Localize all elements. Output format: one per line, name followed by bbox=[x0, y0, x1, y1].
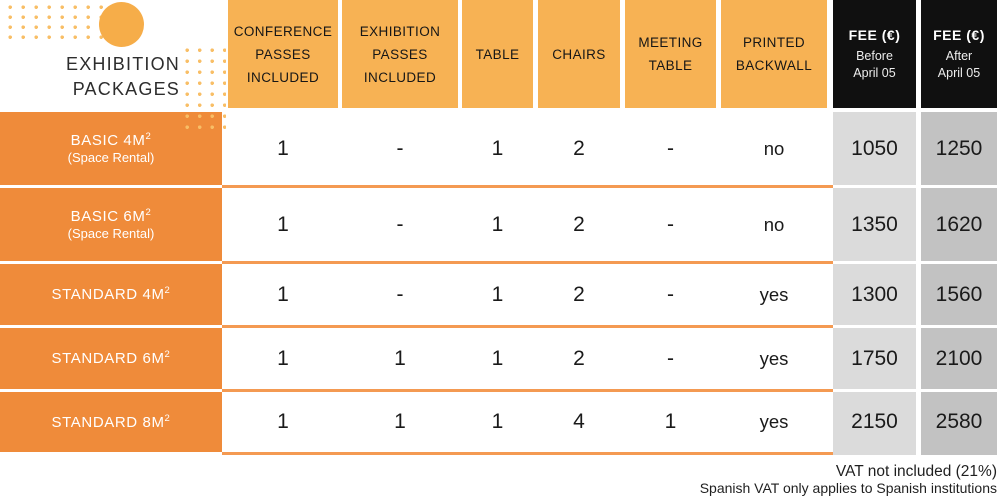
cell-chairs: 4 bbox=[538, 392, 620, 452]
row-separator bbox=[222, 185, 833, 188]
accent-circle bbox=[99, 2, 144, 47]
header-line: PASSES bbox=[372, 46, 428, 62]
package-name: BASIC 6M2 bbox=[70, 207, 152, 225]
column-header-meeting-table: MEETING TABLE bbox=[625, 0, 716, 108]
package-name: STANDARD 4M2 bbox=[51, 285, 171, 303]
cell-fee-before: 1300 bbox=[833, 264, 916, 325]
header-line: PRINTED bbox=[742, 35, 806, 50]
cell-conference-passes: 1 bbox=[228, 112, 338, 185]
table-title: EXHIBITION PACKAGES bbox=[0, 52, 180, 102]
cell-fee-after: 2580 bbox=[921, 392, 997, 452]
header-line: INCLUDED bbox=[246, 69, 320, 85]
fee-period: After bbox=[945, 48, 973, 63]
cell-meeting-table: - bbox=[625, 328, 716, 389]
superscript: 2 bbox=[145, 131, 152, 142]
cell-conference-passes: 1 bbox=[228, 328, 338, 389]
cell-fee-before: 1750 bbox=[833, 328, 916, 389]
row-separator bbox=[222, 261, 833, 264]
cell-exhibition-passes: 1 bbox=[342, 328, 458, 389]
title-line-2: PACKAGES bbox=[72, 79, 180, 99]
cell-chairs: 2 bbox=[538, 188, 620, 261]
cell-fee-after: 2100 bbox=[921, 328, 997, 389]
row-label-standard-6m: STANDARD 6M2 bbox=[0, 328, 222, 389]
cell-conference-passes: 1 bbox=[228, 264, 338, 325]
cell-exhibition-passes: - bbox=[342, 188, 458, 261]
cell-fee-after: 1560 bbox=[921, 264, 997, 325]
cell-fee-after: 1250 bbox=[921, 112, 997, 185]
fee-before-bottom-edge bbox=[833, 452, 916, 455]
row-separator bbox=[222, 325, 833, 328]
table-bottom-separator bbox=[222, 452, 833, 455]
row-label-basic-4m: BASIC 4M2 (Space Rental) bbox=[0, 112, 222, 185]
package-name: STANDARD 8M2 bbox=[51, 412, 171, 431]
cell-printed-backwall: yes bbox=[721, 328, 827, 389]
header-line: MEETING bbox=[638, 35, 703, 50]
column-header-fee-after: FEE (€) After April 05 bbox=[921, 0, 997, 108]
cell-conference-passes: 1 bbox=[228, 188, 338, 261]
cell-exhibition-passes: 1 bbox=[342, 392, 458, 452]
cell-meeting-table: - bbox=[625, 264, 716, 325]
cell-printed-backwall: yes bbox=[721, 392, 827, 452]
package-subtitle: (Space Rental) bbox=[67, 150, 155, 165]
header-line: TABLE bbox=[475, 46, 520, 62]
cell-fee-after: 1620 bbox=[921, 188, 997, 261]
fee-period: Before bbox=[856, 48, 893, 63]
superscript: 2 bbox=[145, 207, 152, 218]
cell-meeting-table: - bbox=[625, 112, 716, 185]
cell-printed-backwall: yes bbox=[721, 264, 827, 325]
vat-note-line1: VAT not included (21%) bbox=[835, 463, 997, 480]
package-name: STANDARD 6M2 bbox=[51, 349, 171, 367]
cell-fee-before: 1350 bbox=[833, 188, 916, 261]
superscript: 2 bbox=[164, 349, 171, 360]
cell-chairs: 2 bbox=[538, 112, 620, 185]
vat-note-line2: Spanish VAT only applies to Spanish inst… bbox=[699, 480, 997, 496]
cell-chairs: 2 bbox=[538, 264, 620, 325]
header-line: CHAIRS bbox=[552, 46, 606, 62]
column-header-table: TABLE bbox=[462, 0, 533, 108]
header-line: CONFERENCE bbox=[233, 23, 333, 39]
vat-note: VAT not included (21%) Spanish VAT only … bbox=[0, 455, 1000, 499]
cell-printed-backwall: no bbox=[721, 188, 827, 261]
cell-meeting-table: 1 bbox=[625, 392, 716, 452]
row-label-standard-4m: STANDARD 4M2 bbox=[0, 264, 222, 325]
superscript: 2 bbox=[164, 285, 171, 296]
cell-fee-before: 2150 bbox=[833, 392, 916, 452]
package-name: BASIC 4M2 bbox=[70, 131, 152, 149]
fee-after-bottom-edge bbox=[921, 452, 997, 455]
cell-fee-before: 1050 bbox=[833, 112, 916, 185]
header-line: EXHIBITION bbox=[359, 23, 441, 39]
cell-exhibition-passes: - bbox=[342, 112, 458, 185]
title-line-1: EXHIBITION bbox=[65, 54, 180, 74]
cell-printed-backwall: no bbox=[721, 112, 827, 185]
package-subtitle: (Space Rental) bbox=[67, 226, 155, 241]
header-line: TABLE bbox=[648, 58, 693, 73]
fee-title: FEE (€) bbox=[933, 26, 985, 43]
header-line: BACKWALL bbox=[735, 58, 813, 73]
cell-conference-passes: 1 bbox=[228, 392, 338, 452]
row-label-standard-8m: STANDARD 8M2 bbox=[0, 392, 222, 452]
column-header-chairs: CHAIRS bbox=[538, 0, 620, 108]
column-header-conference-passes: CONFERENCE PASSES INCLUDED bbox=[228, 0, 338, 108]
header-line: INCLUDED bbox=[363, 69, 437, 85]
cell-table: 1 bbox=[462, 112, 533, 185]
cell-meeting-table: - bbox=[625, 188, 716, 261]
superscript: 2 bbox=[164, 412, 171, 424]
cell-chairs: 2 bbox=[538, 328, 620, 389]
fee-date: April 05 bbox=[937, 65, 981, 80]
cell-table: 1 bbox=[462, 188, 533, 261]
column-header-fee-before: FEE (€) Before April 05 bbox=[833, 0, 916, 108]
cell-exhibition-passes: - bbox=[342, 264, 458, 325]
column-header-exhibition-passes: EXHIBITION PASSES INCLUDED bbox=[342, 0, 458, 108]
header-line: PASSES bbox=[255, 46, 311, 62]
row-label-basic-6m: BASIC 6M2 (Space Rental) bbox=[0, 188, 222, 261]
fee-title: FEE (€) bbox=[848, 26, 901, 43]
row-separator bbox=[222, 389, 833, 392]
cell-table: 1 bbox=[462, 264, 533, 325]
fee-date: April 05 bbox=[853, 65, 896, 80]
cell-table: 1 bbox=[462, 392, 533, 452]
cell-table: 1 bbox=[462, 328, 533, 389]
column-header-printed-backwall: PRINTED BACKWALL bbox=[721, 0, 827, 108]
